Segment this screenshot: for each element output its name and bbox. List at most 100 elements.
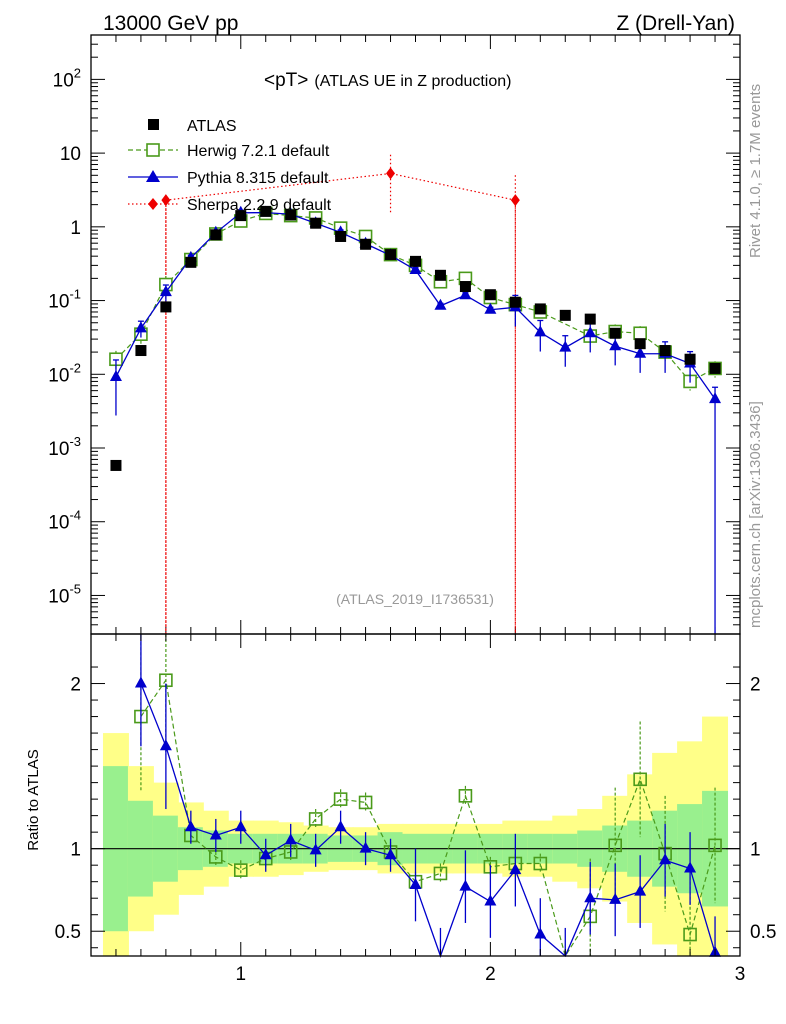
atlas-point [659, 345, 671, 357]
ratio-y-tick-label-right: 0.5 [750, 922, 776, 943]
analysis-id-label: (ATLAS_2019_I1736531) [336, 591, 494, 607]
ratio-pythia-point [309, 843, 322, 855]
header-process: Z (Drell-Yan) [616, 12, 735, 35]
y-tick-label-exponent: -3 [69, 434, 81, 449]
sherpa-series [161, 154, 520, 635]
ratio-herwig-point [333, 792, 348, 806]
x-tick-label: 1 [235, 964, 246, 985]
legend-sherpa-marker [148, 198, 158, 210]
chart-title: <pT> (ATLAS UE in Z production) [264, 70, 511, 91]
ratio-pythia-point [359, 841, 372, 853]
ratio-pythia-point [284, 833, 297, 845]
ratio-herwig-point [533, 856, 548, 871]
ratio-pythia-point [184, 820, 197, 832]
ratio-herwig-point [358, 795, 373, 810]
ratio-pythia-point [459, 879, 472, 891]
legend-pythia-label: Pythia 8.315 default [187, 170, 329, 187]
y-tick-label: 10-5 [48, 581, 81, 607]
ratio-pythia-point [659, 853, 672, 865]
pythia-point [434, 298, 447, 310]
y-tick-label: 10 [60, 144, 81, 165]
ratio-pythia-point [159, 739, 172, 751]
ratio-pythia-point [134, 676, 147, 688]
legend-atlas-marker [148, 119, 159, 130]
chart-title-sub: (ATLAS UE in Z production) [314, 73, 511, 90]
ratio-herwig-line [140, 678, 716, 958]
y-tick-label: 102 [53, 65, 81, 91]
header-energy: 13000 GeV pp [103, 12, 238, 35]
pythia-point [534, 325, 547, 337]
herwig-line [115, 212, 716, 383]
ratio-panel: 0.5 0.5 1 1 2 2 [55, 633, 776, 958]
atlas-point [684, 353, 696, 365]
y-tick-label-base: 1 [70, 218, 81, 239]
atlas-point [385, 249, 397, 261]
sherpa-point [386, 167, 396, 180]
legend-herwig-marker [146, 143, 160, 157]
y-tick-label: 10-2 [48, 360, 81, 386]
ratio-pythia-point [609, 892, 622, 904]
y-tick-label: 10-4 [48, 508, 81, 534]
y-tick-label-base: 10 [60, 144, 81, 165]
ratio-pythia-point [409, 877, 422, 889]
ratio-pythia-point [259, 848, 272, 860]
ratio-pythia-point [684, 861, 697, 873]
ratio-pythia-point [334, 820, 347, 832]
atlas-point [210, 229, 222, 241]
y-tick-label-exponent: 2 [74, 65, 81, 80]
ratio-y-tick-label: 1 [70, 840, 81, 861]
pythia-point [409, 262, 422, 274]
ratio-pythia-series [134, 634, 722, 958]
y-tick-label-base: 10 [48, 513, 69, 534]
ratio-y-tick-label-right: 2 [750, 675, 761, 696]
atlas-point [584, 313, 596, 325]
legend-sherpa-label: Sherpa 2.2.9 default [187, 197, 332, 214]
rivet-version-label: Rivet 4.1.0, ≥ 1.7M events [747, 84, 764, 258]
y-tick-label-exponent: -4 [69, 508, 81, 523]
atlas-point [185, 256, 197, 268]
pythia-line [115, 211, 716, 400]
ratio-herwig-point [683, 927, 697, 942]
y-tick-label: 1 [70, 218, 81, 239]
ratio-pythia-point [384, 848, 397, 860]
ratio-pythia-point [584, 891, 597, 903]
atlas-point [509, 296, 521, 308]
ratio-y-tick-label: 2 [70, 675, 81, 696]
atlas-point [235, 210, 247, 222]
ratio-herwig-point [233, 863, 248, 877]
legend-atlas-label: ATLAS [187, 118, 237, 135]
pythia-point [609, 339, 622, 351]
ratio-herwig-point [708, 838, 722, 853]
atlas-point [110, 459, 122, 471]
y-tick-label-base: 10 [48, 439, 69, 460]
pythia-point [559, 340, 572, 352]
ratio-y-tick-label: 0.5 [55, 922, 81, 943]
pythia-point [584, 326, 597, 338]
y-tick-label-exponent: -2 [69, 360, 81, 375]
ratio-pythia-point [234, 820, 247, 832]
x-tick-label: 2 [485, 964, 496, 985]
x-axis-labels: 1 2 3 [235, 964, 745, 985]
atlas-point [634, 338, 646, 350]
ratio-y-tick-label-right: 1 [750, 840, 761, 861]
atlas-point [310, 217, 322, 229]
atlas-point [434, 269, 446, 281]
ratio-pythia-point [534, 927, 547, 939]
ratio-pythia-point [634, 884, 647, 896]
ratio-herwig-point [608, 838, 622, 853]
pythia-point [159, 285, 172, 297]
y-tick-label-base: 10 [48, 365, 69, 386]
ratio-herwig-point [633, 772, 647, 787]
ratio-herwig-point [433, 866, 448, 881]
atlas-point [484, 289, 496, 301]
y-tick-label-base: 10 [48, 292, 69, 313]
ratio-herwig-point [458, 789, 473, 803]
atlas-point [160, 301, 172, 313]
ratio-frame [90, 633, 741, 957]
atlas-point [360, 238, 372, 250]
atlas-point [534, 303, 546, 315]
pythia-point [109, 369, 122, 381]
atlas-point [709, 362, 721, 374]
